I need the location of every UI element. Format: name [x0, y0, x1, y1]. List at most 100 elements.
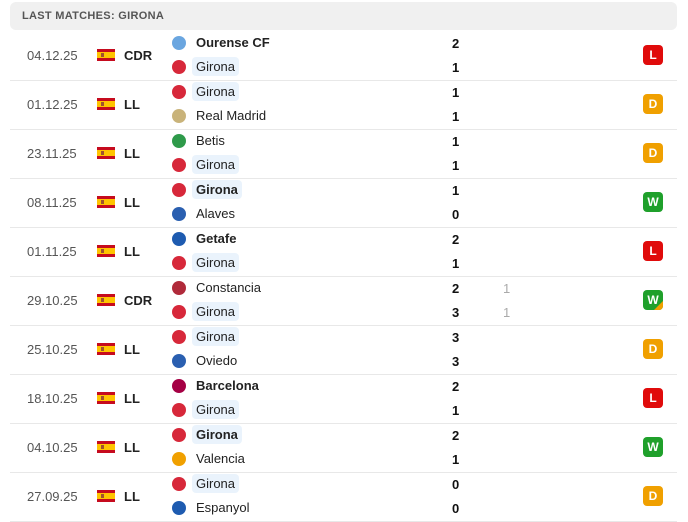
- team-logo-icon: [172, 354, 186, 368]
- team-logo-icon: [172, 452, 186, 466]
- team-score: 1: [452, 134, 460, 149]
- match-date: 08.11.25: [27, 195, 77, 210]
- result-badge: L: [643, 241, 663, 261]
- competition-label: LL: [124, 146, 140, 161]
- team-score: 3: [452, 305, 460, 320]
- result-badge: D: [643, 486, 663, 506]
- spain-flag-icon: [97, 245, 115, 257]
- result-badge: W: [643, 290, 663, 310]
- team-score: 1: [452, 158, 460, 173]
- spain-flag-icon: [97, 49, 115, 61]
- spain-flag-icon: [97, 294, 115, 306]
- match-row[interactable]: 04.12.25 CDR Ourense CF 2 Girona 1 L: [10, 31, 677, 81]
- spain-flag-icon: [97, 392, 115, 404]
- team-name[interactable]: Girona: [192, 400, 240, 419]
- team-logo-icon: [172, 207, 186, 221]
- match-date: 01.12.25: [27, 97, 78, 112]
- team-logo-icon: [172, 232, 186, 246]
- team-logo-icon: [172, 36, 186, 50]
- secondary-score: 1: [503, 281, 511, 296]
- team-name[interactable]: Betis: [196, 133, 225, 148]
- team-score: 1: [452, 109, 460, 124]
- competition-label: CDR: [124, 293, 153, 308]
- section-title: LAST MATCHES: GIRONA: [22, 10, 165, 22]
- team-logo-icon: [172, 183, 186, 197]
- result-badge: L: [643, 388, 663, 408]
- result-badge: L: [643, 45, 663, 65]
- secondary-score: 1: [503, 305, 511, 320]
- match-row[interactable]: 04.10.25 LL Girona 2 Valencia 1 W: [10, 423, 677, 473]
- team-name[interactable]: Girona: [192, 155, 240, 174]
- competition-label: CDR: [124, 48, 153, 63]
- team-name[interactable]: Alaves: [196, 206, 236, 221]
- team-score: 1: [452, 183, 460, 198]
- match-row[interactable]: 27.09.25 LL Girona 0 Espanyol 0 D: [10, 472, 677, 522]
- team-name[interactable]: Ourense CF: [196, 35, 270, 50]
- spain-flag-icon: [97, 490, 115, 502]
- team-name[interactable]: Girona: [192, 57, 240, 76]
- match-date: 23.11.25: [27, 146, 77, 161]
- team-logo-icon: [172, 501, 186, 515]
- team-name[interactable]: Girona: [192, 253, 240, 272]
- competition-label: LL: [124, 342, 140, 357]
- result-badge: D: [643, 143, 663, 163]
- result-badge: D: [643, 339, 663, 359]
- result-corner-marker: [654, 301, 663, 310]
- team-score: 0: [452, 207, 460, 222]
- team-logo-icon: [172, 281, 186, 295]
- team-logo-icon: [172, 158, 186, 172]
- match-row[interactable]: 25.10.25 LL Girona 3 Oviedo 3 D: [10, 325, 677, 375]
- competition-label: LL: [124, 244, 140, 259]
- team-name[interactable]: Girona: [192, 425, 242, 444]
- team-score: 2: [452, 428, 460, 443]
- team-logo-icon: [172, 379, 186, 393]
- spain-flag-icon: [97, 343, 115, 355]
- team-logo-icon: [172, 403, 186, 417]
- match-row[interactable]: 18.10.25 LL Barcelona 2 Girona 1 L: [10, 374, 677, 424]
- team-name[interactable]: Girona: [192, 474, 240, 493]
- spain-flag-icon: [97, 147, 115, 159]
- team-name[interactable]: Girona: [192, 180, 242, 199]
- competition-label: LL: [124, 489, 140, 504]
- team-logo-icon: [172, 60, 186, 74]
- competition-label: LL: [124, 391, 140, 406]
- team-score: 1: [452, 403, 460, 418]
- match-date: 18.10.25: [27, 391, 78, 406]
- team-name[interactable]: Valencia: [196, 451, 245, 466]
- team-logo-icon: [172, 85, 186, 99]
- team-score: 0: [452, 501, 460, 516]
- spain-flag-icon: [97, 196, 115, 208]
- match-date: 04.12.25: [27, 48, 78, 63]
- team-logo-icon: [172, 305, 186, 319]
- team-score: 1: [452, 256, 460, 271]
- match-date: 25.10.25: [27, 342, 78, 357]
- team-name[interactable]: Constancia: [196, 280, 262, 295]
- result-badge: D: [643, 94, 663, 114]
- match-date: 01.11.25: [27, 244, 77, 259]
- match-row[interactable]: 01.11.25 LL Getafe 2 Girona 1 L: [10, 227, 677, 277]
- result-badge: W: [643, 192, 663, 212]
- team-name[interactable]: Girona: [192, 327, 240, 346]
- team-name[interactable]: Girona: [192, 302, 240, 321]
- team-name[interactable]: Espanyol: [196, 500, 250, 515]
- team-logo-icon: [172, 256, 186, 270]
- competition-label: LL: [124, 195, 140, 210]
- team-name[interactable]: Girona: [192, 82, 240, 101]
- match-row[interactable]: 01.12.25 LL Girona 1 Real Madrid 1 D: [10, 80, 677, 130]
- team-score: 1: [452, 85, 460, 100]
- team-logo-icon: [172, 330, 186, 344]
- team-name[interactable]: Oviedo: [196, 353, 238, 368]
- team-name[interactable]: Getafe: [196, 231, 237, 246]
- team-score: 1: [452, 452, 460, 467]
- spain-flag-icon: [97, 98, 115, 110]
- match-row[interactable]: 29.10.25 CDR Constancia 2 1 Girona 3 1 W: [10, 276, 677, 326]
- team-logo-icon: [172, 109, 186, 123]
- match-date: 04.10.25: [27, 440, 78, 455]
- match-row[interactable]: 08.11.25 LL Girona 1 Alaves 0 W: [10, 178, 677, 228]
- team-logo-icon: [172, 134, 186, 148]
- team-logo-icon: [172, 428, 186, 442]
- team-name[interactable]: Barcelona: [196, 378, 259, 393]
- match-row[interactable]: 23.11.25 LL Betis 1 Girona 1 D: [10, 129, 677, 179]
- competition-label: LL: [124, 97, 140, 112]
- team-name[interactable]: Real Madrid: [196, 108, 267, 123]
